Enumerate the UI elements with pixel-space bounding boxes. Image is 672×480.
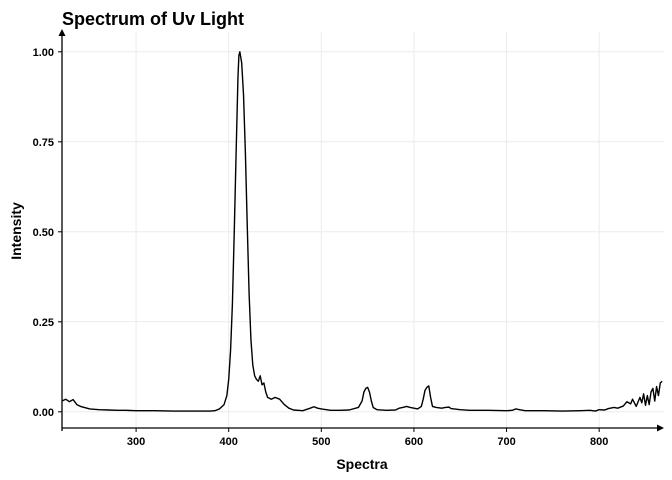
series-line-intensity bbox=[61, 51, 663, 412]
y-tick-label: 0.75 bbox=[33, 137, 54, 149]
x-axis-arrow bbox=[657, 424, 664, 432]
x-tick-label: 800 bbox=[590, 436, 608, 448]
x-tick-label: 300 bbox=[127, 436, 145, 448]
y-axis-title: Intensity bbox=[8, 202, 24, 260]
y-axis-arrow bbox=[58, 29, 66, 36]
axes bbox=[58, 29, 664, 432]
x-tick-label: 400 bbox=[220, 436, 238, 448]
y-tick-label: 1.00 bbox=[33, 47, 54, 59]
y-axis-ticks: 0.00 0.25 0.50 0.75 1.00 bbox=[33, 47, 62, 419]
x-axis-ticks: 300 400 500 600 700 800 bbox=[127, 428, 608, 448]
series-layer bbox=[61, 51, 663, 412]
y-tick-label: 0.00 bbox=[33, 407, 54, 419]
x-tick-label: 500 bbox=[312, 436, 330, 448]
x-axis-title: Spectra bbox=[336, 456, 388, 472]
y-tick-label: 0.50 bbox=[33, 227, 54, 239]
y-tick-label: 0.25 bbox=[33, 317, 54, 329]
x-tick-label: 700 bbox=[497, 436, 515, 448]
x-tick-label: 600 bbox=[405, 436, 423, 448]
chart-title: Spectrum of Uv Light bbox=[62, 9, 244, 29]
grid-lines bbox=[62, 32, 664, 428]
